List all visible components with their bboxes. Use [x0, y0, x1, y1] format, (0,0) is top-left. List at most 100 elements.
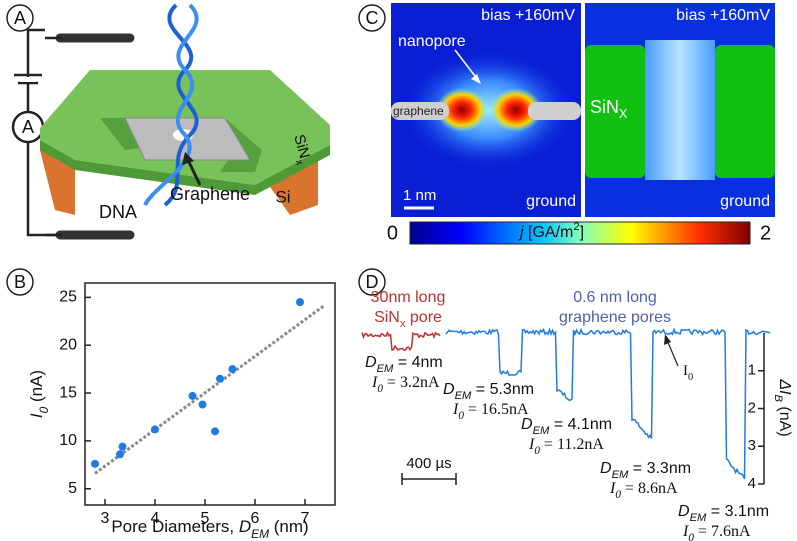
- sinx-block: [715, 45, 775, 178]
- y-axis-label: I0 (nA): [27, 370, 51, 418]
- arrow: [186, 159, 202, 186]
- colorbar: [409, 221, 751, 245]
- text-part: = 4.1nm: [549, 416, 612, 433]
- label: graphene pores: [559, 309, 671, 326]
- label: 2: [760, 222, 771, 244]
- label: 400 µs: [406, 455, 451, 472]
- y2-tick-label: 2: [748, 399, 756, 416]
- plot-frame: [84, 282, 336, 506]
- schematic-a: [11, 3, 330, 240]
- text-part: 0: [37, 406, 51, 413]
- point: [151, 425, 159, 434]
- text-part: 0: [534, 445, 540, 457]
- text-part: 0: [458, 410, 464, 422]
- label: graphene: [393, 104, 444, 118]
- x-tick-label: 4: [151, 510, 160, 527]
- point: [296, 298, 304, 307]
- text-part: = 3.1nm: [706, 503, 769, 520]
- panel-label: C: [366, 8, 379, 28]
- y-tick-label: 10: [59, 432, 77, 449]
- x-tick-label: 6: [251, 510, 260, 527]
- graphene-bar: [391, 102, 449, 120]
- point: [228, 365, 237, 374]
- x-tick-label: 7: [301, 510, 310, 527]
- text-part: SiN: [374, 309, 400, 326]
- panel-c-maps: [391, 3, 775, 245]
- halo: [404, 52, 574, 168]
- panel-badge: [358, 4, 386, 32]
- text-part: I: [683, 363, 688, 379]
- y2-tick-label: 3: [748, 437, 756, 454]
- label: bias +160mV: [481, 7, 575, 24]
- text-part: Pore Diameters,: [111, 517, 239, 536]
- hotspot: [436, 88, 488, 132]
- text-part: = 16.5nA: [464, 401, 529, 418]
- label: j [GA/m2]: [518, 221, 584, 241]
- label: I0 = 3.2nA: [371, 374, 440, 395]
- label: 30nm long: [371, 289, 446, 306]
- text-part: = 4nm: [393, 354, 442, 371]
- text-part: D: [443, 381, 455, 398]
- point: [118, 442, 127, 451]
- arrow: [454, 49, 479, 81]
- text-part: x: [400, 318, 406, 330]
- label: DEM = 4nm: [365, 354, 443, 375]
- pore-flow: [645, 40, 715, 180]
- text-part: I: [528, 436, 535, 453]
- x-axis-label: Pore Diameters, DEM (nm): [111, 517, 308, 541]
- label: ground: [720, 193, 770, 210]
- y-tick-label: 25: [59, 289, 77, 306]
- text-part: SiN: [290, 133, 313, 161]
- text-part: pore: [405, 309, 442, 326]
- label: A: [22, 117, 34, 137]
- label: 1 nm: [403, 187, 436, 204]
- text-part: = 3.3nm: [628, 460, 691, 477]
- arrow: [666, 339, 679, 367]
- point: [211, 427, 219, 436]
- text-part: 0: [377, 383, 383, 395]
- text-part: = 7.6nA: [694, 523, 751, 540]
- text-part: 0: [688, 532, 694, 541]
- text-part: EM: [612, 469, 629, 481]
- text-part: j: [518, 224, 524, 241]
- text-part: EM: [533, 425, 550, 437]
- y-tick-label: 20: [59, 336, 77, 353]
- text-part: ΔI: [776, 378, 793, 395]
- electrode: [55, 33, 135, 240]
- label: nanopore: [398, 33, 466, 50]
- slab-edge: [40, 140, 330, 195]
- text-part: X: [619, 107, 628, 121]
- text-part: [GA/m: [524, 224, 574, 241]
- point: [116, 450, 124, 459]
- label: Si: [275, 187, 290, 206]
- label: I0 = 11.2nA: [528, 436, 604, 457]
- text-part: (nA): [776, 402, 793, 437]
- y2-tick-label: 1: [748, 362, 756, 379]
- arrowhead: [471, 74, 481, 84]
- point: [216, 374, 224, 383]
- sinx-block: [585, 45, 645, 178]
- y2-axis-label: ΔIB (nA): [772, 378, 793, 436]
- text-part: I: [452, 401, 459, 418]
- y2-tick-label: 4: [748, 475, 756, 492]
- panel-badge: [358, 268, 386, 296]
- text-part: = 8.6nA: [621, 480, 678, 497]
- label: ground: [526, 193, 576, 210]
- label: bias +160mV: [676, 7, 770, 24]
- x-tick-label: 3: [101, 510, 110, 527]
- si-leg: [40, 150, 75, 215]
- x-tick-label: 5: [201, 510, 210, 527]
- label: SiNx pore: [374, 309, 442, 330]
- text-part: = 5.3nm: [471, 381, 534, 398]
- text-part: I: [371, 374, 378, 391]
- label: Graphene: [170, 184, 250, 204]
- text-part: 2: [573, 221, 579, 233]
- label: DNA: [99, 202, 137, 222]
- panel-badge: [6, 268, 34, 296]
- label: 0: [387, 222, 398, 244]
- fit-line: [94, 303, 326, 475]
- label: SiNx: [287, 133, 315, 168]
- text-part: EM: [455, 390, 472, 402]
- text-part: 30nm long: [371, 289, 446, 306]
